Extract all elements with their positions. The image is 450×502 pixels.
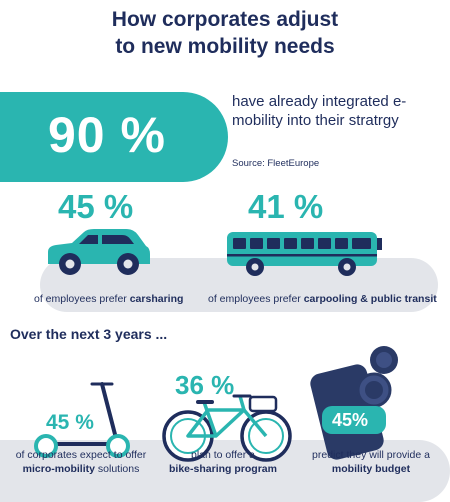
title-line-2: to new mobility needs	[115, 35, 335, 58]
caption-mobility-budget-line1: predict they will provide a	[312, 449, 430, 461]
future-value-micromobility: 45 %	[46, 411, 94, 434]
hero-value: 90 %	[48, 107, 166, 163]
stats-band	[40, 258, 438, 312]
caption-micromobility: of corporates expect to offer micro-mobi…	[6, 448, 156, 476]
caption-carsharing: of employees prefer carsharing	[34, 293, 183, 305]
section-heading: Over the next 3 years ...	[10, 326, 168, 342]
caption-micromobility-rest: solutions	[94, 463, 140, 475]
page-title: How corporates adjust to new mobility ne…	[0, 6, 450, 60]
caption-mobility-budget-line2: mobility budget	[296, 462, 446, 476]
stat-value-transit: 41 %	[248, 188, 324, 225]
caption-micromobility-line1: of corporates expect to offer	[15, 449, 147, 461]
caption-bikesharing-line2: bike-sharing program	[158, 462, 288, 476]
car-icon	[48, 229, 150, 275]
caption-bikesharing: plan to offer a bike-sharing program	[158, 448, 288, 476]
stat-value-carsharing: 45 %	[58, 188, 134, 225]
future-value-mobility-budget: 45%	[332, 410, 369, 430]
scooter-icon	[34, 382, 130, 458]
bus-icon	[227, 232, 382, 276]
caption-transit-bold: carpooling & public transit	[303, 293, 437, 305]
caption-micromobility-line2: micro-mobility solutions	[6, 462, 156, 476]
caption-transit: of employees prefer carpooling & public …	[208, 293, 437, 305]
caption-bikesharing-line1: plan to offer a	[190, 449, 256, 461]
source-label: Source: FleetEurope	[232, 158, 320, 169]
caption-transit-prefix: of employees prefer	[208, 293, 304, 305]
future-value-bikesharing: 36 %	[175, 370, 235, 400]
hero-pill	[0, 92, 228, 182]
caption-carsharing-bold: carsharing	[129, 293, 184, 305]
caption-bikesharing-bold: bike-sharing program	[169, 463, 277, 475]
hero-text: have already integrated e-mobility into …	[232, 93, 407, 129]
title-line-1: How corporates adjust	[111, 8, 339, 31]
phone-coins-icon	[310, 346, 398, 460]
caption-mobility-budget-bold: mobility budget	[331, 463, 411, 475]
bicycle-icon	[162, 394, 292, 462]
caption-mobility-budget: predict they will provide a mobility bud…	[296, 448, 446, 476]
caption-micromobility-bold: micro-mobility	[22, 463, 95, 475]
caption-carsharing-prefix: of employees prefer	[34, 293, 130, 305]
